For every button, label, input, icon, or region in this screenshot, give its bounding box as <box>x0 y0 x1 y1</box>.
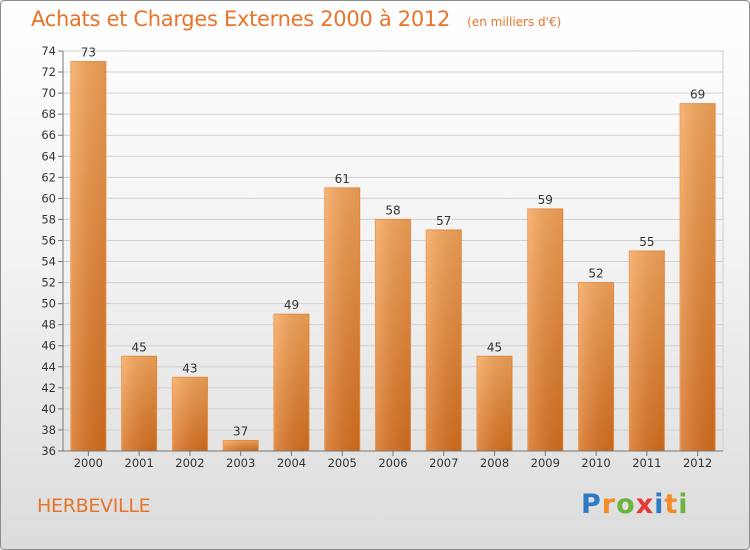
y-tick-label-74: 74 <box>41 44 56 58</box>
data-label-2000: 73 <box>81 46 96 60</box>
x-tick-label-2000: 2000 <box>74 456 103 470</box>
y-tick-label-54: 54 <box>41 255 56 269</box>
y-tick-label-62: 62 <box>41 170 56 184</box>
bar-shade-2010 <box>578 282 614 451</box>
commune-name: HERBEVILLE <box>37 495 151 517</box>
y-tick-label-70: 70 <box>41 86 56 100</box>
x-tick-label-2008: 2008 <box>480 456 509 470</box>
data-label-2007: 57 <box>436 214 451 228</box>
x-tick-label-2005: 2005 <box>328 456 357 470</box>
x-tick-label-2012: 2012 <box>683 456 712 470</box>
x-tick-label-2011: 2011 <box>632 456 661 470</box>
data-label-2001: 45 <box>132 340 147 354</box>
x-tick-label-2001: 2001 <box>125 456 154 470</box>
x-tick-label-2002: 2002 <box>175 456 204 470</box>
logo-letter: x <box>635 489 655 520</box>
data-label-2005: 61 <box>335 172 350 186</box>
data-label-2008: 45 <box>487 340 502 354</box>
bar-shade-2001 <box>121 356 157 451</box>
data-label-2004: 49 <box>284 298 299 312</box>
y-tick-label-66: 66 <box>41 128 56 142</box>
bar-shade-2009 <box>527 208 563 451</box>
y-tick-label-50: 50 <box>41 297 56 311</box>
bar-shade-2006 <box>375 219 411 451</box>
axis-layer: 36 38 40 42 44 46 48 50 52 54 56 58 60 62 64 66 68 70 72 74… <box>41 44 723 470</box>
y-tick-label-36: 36 <box>41 444 56 458</box>
logo-letter: i <box>654 489 665 520</box>
data-label-2010: 52 <box>588 267 603 281</box>
y-tick-label-46: 46 <box>41 339 56 353</box>
logo-letter: o <box>616 489 636 520</box>
y-tick-label-68: 68 <box>41 107 56 121</box>
y-tick-label-56: 56 <box>41 233 56 247</box>
chart-subtitle: (en milliers d'€) <box>467 15 562 29</box>
y-tick-label-60: 60 <box>41 191 56 205</box>
chart-title-row: Achats et Charges Externes 2000 à 2012 (… <box>31 7 561 31</box>
y-tick-label-52: 52 <box>41 276 56 290</box>
y-tick-label-58: 58 <box>41 212 56 226</box>
x-tick-label-2003: 2003 <box>226 456 255 470</box>
y-tick-label-42: 42 <box>41 381 56 395</box>
y-tick-label-64: 64 <box>41 149 56 163</box>
logo-letter: i <box>678 489 689 520</box>
bar-shade-2000 <box>70 61 106 452</box>
bars-layer <box>70 61 716 452</box>
proxiti-logo: Proxiti <box>581 489 689 520</box>
chart-title: Achats et Charges Externes 2000 à 2012 <box>31 7 451 31</box>
y-tick-label-48: 48 <box>41 318 56 332</box>
x-tick-label-2007: 2007 <box>429 456 458 470</box>
logo-letter: P <box>581 489 602 520</box>
logo-letter: r <box>601 489 617 520</box>
bar-shade-2007 <box>426 229 462 451</box>
x-tick-label-2006: 2006 <box>378 456 407 470</box>
data-label-2003: 37 <box>233 424 248 438</box>
x-tick-label-2010: 2010 <box>581 456 610 470</box>
x-tick-label-2009: 2009 <box>531 456 560 470</box>
y-tick-label-40: 40 <box>41 402 56 416</box>
data-label-2012: 69 <box>690 88 705 102</box>
data-label-2006: 58 <box>385 203 400 217</box>
bar-shade-2003 <box>223 440 259 451</box>
bar-shade-2005 <box>324 187 360 451</box>
bar-shade-2008 <box>477 356 513 451</box>
bar-shade-2011 <box>629 251 665 451</box>
bar-shade-2004 <box>273 314 309 451</box>
x-tick-label-2004: 2004 <box>277 456 306 470</box>
logo-letter: t <box>664 489 679 520</box>
y-tick-label-38: 38 <box>41 423 56 437</box>
bar-shade-2002 <box>172 377 208 451</box>
data-label-2002: 43 <box>182 361 197 375</box>
y-tick-label-44: 44 <box>41 360 56 374</box>
data-label-2011: 55 <box>639 235 654 249</box>
data-label-2009: 59 <box>538 193 553 207</box>
y-tick-label-72: 72 <box>41 65 56 79</box>
bar-shade-2012 <box>680 103 716 451</box>
